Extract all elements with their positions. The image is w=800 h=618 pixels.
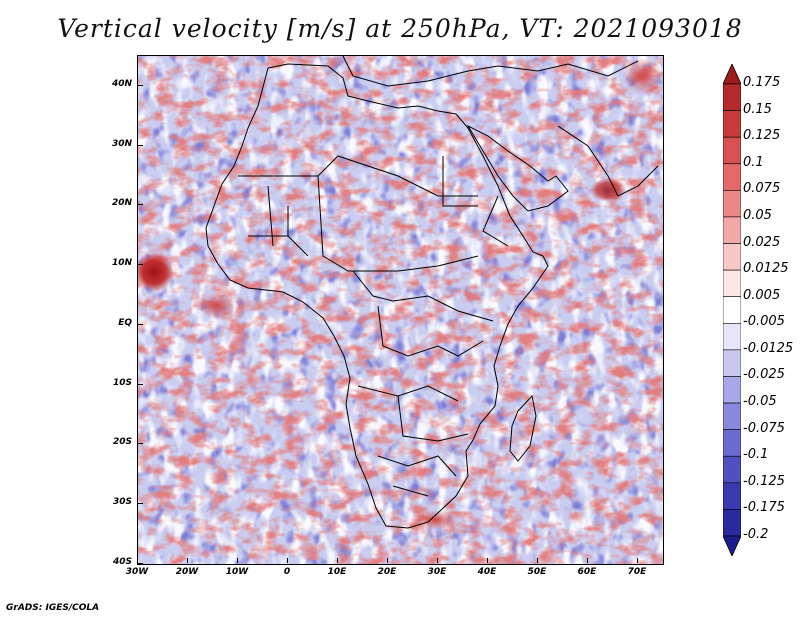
footer-credit: GrADS: IGES/COLA [6, 603, 100, 613]
colorbar-segment [723, 163, 741, 191]
x-tick-mark [187, 558, 188, 563]
x-tick-label: 30E [427, 567, 447, 577]
x-tick-mark [137, 558, 138, 563]
colorbar-max-arrow [723, 64, 741, 85]
colorbar-tick-label: 0.0125 [743, 261, 789, 277]
y-tick-mark [138, 503, 143, 505]
x-tick-label: 40E [477, 567, 497, 577]
x-tick-mark [237, 558, 238, 563]
colorbar-segment [723, 243, 741, 271]
x-tick-mark [587, 558, 588, 563]
updraft-feature [414, 510, 458, 530]
x-tick-mark [287, 558, 288, 563]
y-tick-mark [138, 84, 143, 86]
y-tick-label: 40S [112, 557, 132, 567]
velocity-field-map [138, 56, 663, 564]
colorbar-tick-label: -0.125 [743, 473, 785, 489]
y-tick-label: 30S [112, 497, 132, 508]
updraft-feature [200, 292, 236, 320]
y-tick-mark [138, 144, 143, 146]
y-tick-label: 20N [111, 198, 132, 209]
colorbar-tick-label: 0.125 [743, 128, 781, 144]
updraft-feature [623, 58, 663, 94]
x-tick-label: 70E [627, 567, 647, 577]
colorbar-tick-label: -0.05 [743, 394, 777, 410]
colorbar-segment [723, 110, 741, 138]
map-panel [137, 55, 664, 565]
x-tick-mark [387, 558, 388, 563]
y-tick-mark [138, 323, 143, 325]
x-tick-label: 20E [377, 567, 397, 577]
y-tick-label: 20S [112, 437, 132, 448]
colorbar-segment [723, 136, 741, 165]
y-tick-label: 30N [111, 138, 132, 149]
x-tick-label: 10E [327, 567, 347, 577]
y-tick-label: 10S [112, 377, 132, 388]
colorbar [723, 64, 741, 556]
y-tick-mark [138, 443, 143, 445]
colorbar-segment [723, 429, 741, 457]
x-tick-mark [487, 558, 488, 563]
colorbar-segment [723, 349, 741, 377]
colorbar-tick-label: 0.075 [743, 181, 781, 197]
colorbar-min-arrow [723, 535, 741, 556]
y-tick-label: 40N [111, 78, 132, 89]
x-tick-label: 50E [527, 567, 547, 577]
colorbar-segment [723, 190, 741, 218]
colorbar-segment [723, 216, 741, 244]
colorbar-segment [723, 509, 741, 537]
x-tick-label: 60E [577, 567, 597, 577]
colorbar-tick-label: -0.005 [743, 314, 785, 330]
colorbar-tick-label: -0.175 [743, 500, 785, 516]
x-tick-mark [537, 558, 538, 563]
colorbar-tick-label: 0.05 [743, 207, 772, 223]
y-tick-mark [138, 563, 143, 564]
colorbar-tick-label: -0.075 [743, 420, 785, 436]
y-tick-mark [138, 383, 143, 385]
colorbar-tick-label: -0.1 [743, 447, 769, 463]
colorbar-tick-label: -0.2 [743, 527, 769, 542]
x-tick-mark [637, 558, 638, 563]
updraft-feature [590, 178, 626, 202]
cyclone-feature [138, 252, 174, 292]
coastlines [205, 56, 659, 529]
y-tick-label: EQ [118, 317, 132, 328]
x-tick-label: 20W [175, 567, 199, 577]
colorbar-segment [723, 455, 741, 484]
colorbar-tick-label: 0.1 [743, 154, 764, 170]
y-tick-label: 10N [111, 258, 132, 269]
colorbar-tick-label: 0.005 [743, 287, 781, 303]
colorbar-segment [723, 83, 741, 111]
x-tick-label: 10W [225, 567, 249, 577]
colorbar-tick-label: 0.025 [743, 234, 781, 250]
x-tick-label: 0 [283, 567, 291, 577]
colorbar-segment [723, 269, 741, 298]
x-tick-label: 30W [125, 567, 149, 577]
plot-title: Vertical velocity [m/s] at 250hPa, VT: 2… [57, 14, 743, 43]
y-tick-mark [138, 264, 143, 266]
colorbar-tick-label: -0.0125 [743, 340, 794, 356]
colorbar-tick-label: 0.15 [743, 101, 772, 117]
colorbar-segment [723, 322, 741, 351]
y-tick-mark [138, 204, 143, 206]
x-tick-mark [437, 558, 438, 563]
colorbar-segment [723, 296, 741, 324]
x-tick-mark [337, 558, 338, 563]
colorbar-segment [723, 482, 741, 510]
colorbar-tick-label: -0.025 [743, 367, 785, 383]
colorbar-tick-label: 0.175 [743, 75, 781, 90]
colorbar-segment [723, 402, 741, 430]
colorbar-segment [723, 376, 741, 404]
